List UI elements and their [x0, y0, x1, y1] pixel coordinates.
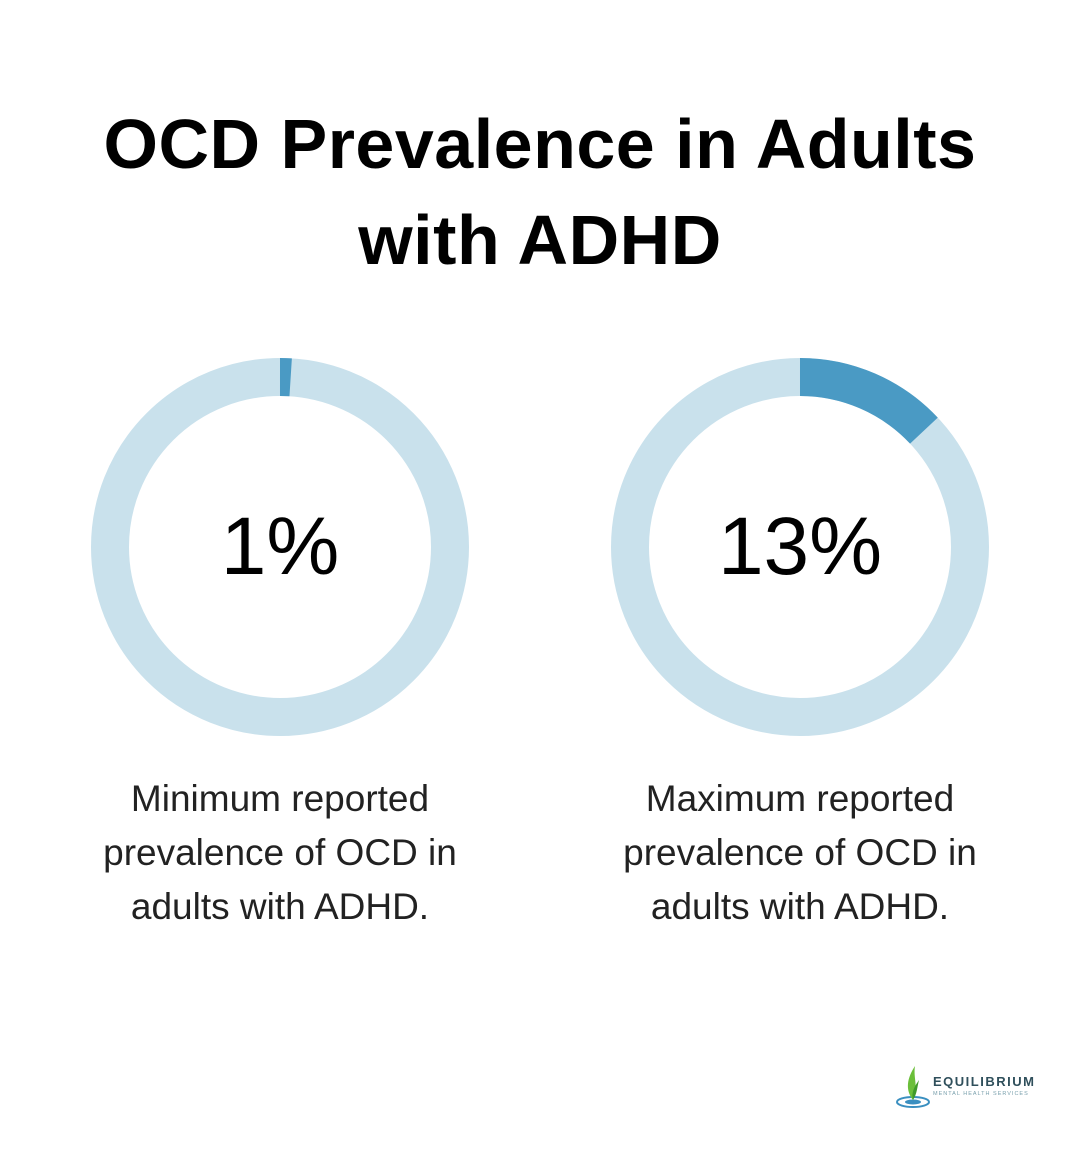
stat-caption-maximum: Maximum reported prevalence of OCD in ad…	[623, 778, 977, 927]
stat-caption-minimum: Minimum reported prevalence of OCD in ad…	[103, 778, 457, 927]
donut-chart-minimum: 1%	[85, 352, 475, 742]
stat-value-minimum: 1%	[220, 501, 340, 592]
donut-chart-maximum: 13%	[605, 352, 995, 742]
stat-minimum: 1% Minimum reported prevalence of OCD in…	[85, 352, 475, 934]
stat-maximum: 13% Maximum reported prevalence of OCD i…	[605, 352, 995, 934]
leaf-drop-icon	[896, 1066, 930, 1108]
donut-svg-minimum	[91, 358, 469, 736]
page-title: OCD Prevalence in Adults with ADHD	[103, 105, 977, 279]
stat-value-maximum: 13%	[717, 501, 883, 592]
brand-logo: EQUILIBRIUM MENTAL HEALTH SERVICES	[893, 1058, 1036, 1110]
logo-name: EQUILIBRIUM	[933, 1074, 1036, 1089]
logo-tagline: MENTAL HEALTH SERVICES	[933, 1091, 1029, 1097]
donut-svg-maximum	[611, 358, 989, 736]
donut-arc-maximum	[799, 358, 938, 444]
